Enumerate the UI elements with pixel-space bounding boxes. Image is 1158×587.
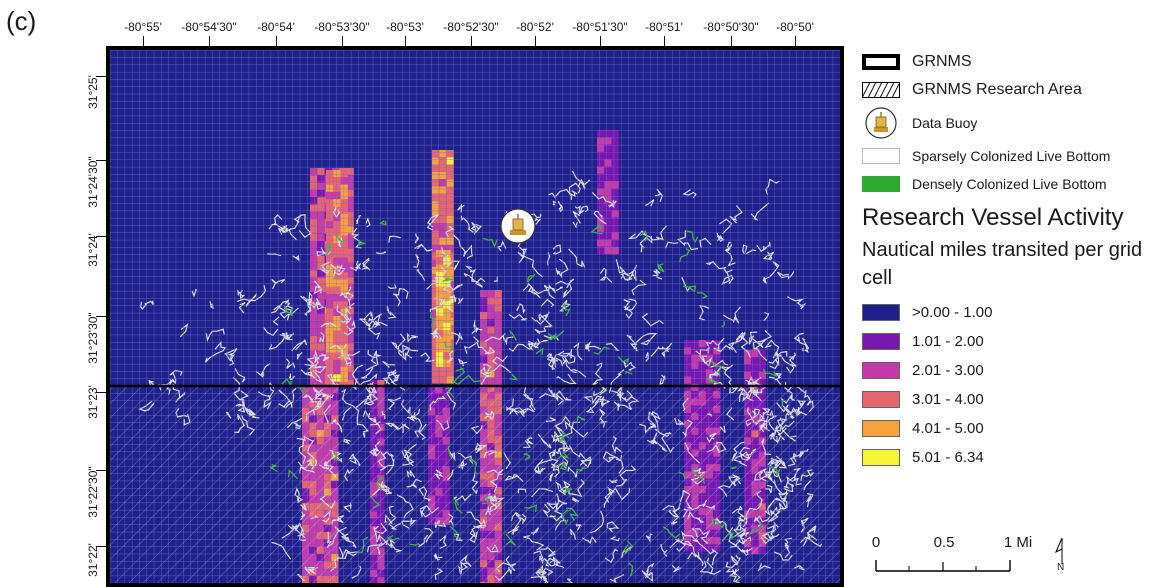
legend-item-dense-bottom: Densely Colonized Live Bottom (862, 170, 1152, 198)
latitude-tick-label: 31°22'30" (86, 466, 100, 518)
latitude-tick-label: 31°22' (86, 543, 100, 577)
class-label: 1.01 - 2.00 (912, 333, 984, 350)
tick-mark (405, 36, 406, 46)
tick-mark (664, 36, 665, 46)
white-box-icon (862, 148, 900, 164)
longitude-tick-label: -80°51' (645, 20, 683, 34)
tick-mark (209, 36, 210, 46)
latitude-tick-label: 31°23'30" (86, 312, 100, 364)
class-swatch (862, 391, 900, 408)
legend-item-data-buoy: Data Buoy (862, 104, 1152, 142)
tick-mark (795, 36, 796, 46)
hatched-area-icon (862, 82, 900, 98)
longitude-tick-label: -80°52' (516, 20, 554, 34)
class-label: >0.00 - 1.00 (912, 304, 993, 321)
panel-label: (c) (6, 6, 37, 36)
longitude-tick-label: -80°54'30" (181, 20, 237, 34)
north-arrow-icon: N (1052, 536, 1072, 580)
legend-label: Densely Colonized Live Bottom (912, 176, 1107, 192)
activity-class-row: 1.01 - 2.00 (862, 327, 1152, 356)
class-label: 2.01 - 3.00 (912, 362, 984, 379)
class-swatch (862, 362, 900, 379)
tick-mark (276, 36, 277, 46)
class-swatch (862, 333, 900, 350)
longitude-tick-label: -80°53'30" (314, 20, 370, 34)
latitude-tick-label: 31°24'30" (86, 156, 100, 208)
longitude-tick-label: -80°54' (257, 20, 295, 34)
legend-item-grnms: GRNMS (862, 48, 1152, 76)
tick-mark (143, 36, 144, 46)
latitude-tick-label: 31°25' (86, 75, 100, 109)
tick-mark (342, 36, 343, 46)
activity-class-row: 3.01 - 4.00 (862, 385, 1152, 414)
activity-class-row: 2.01 - 3.00 (862, 356, 1152, 385)
vessel-activity-map[interactable] (110, 50, 840, 583)
latitude-tick-label: 31°23' (86, 385, 100, 419)
class-label: 4.01 - 5.00 (912, 420, 984, 437)
class-label: 5.01 - 6.34 (912, 449, 984, 466)
longitude-tick-label: -80°51'30" (572, 20, 628, 34)
class-swatch (862, 449, 900, 466)
research-area-hatch (110, 386, 840, 583)
longitude-axis: -80°55' -80°54'30" -80°54' -80°53'30" -8… (0, 0, 840, 48)
class-label: 3.01 - 4.00 (912, 391, 984, 408)
tick-mark (600, 36, 601, 46)
tick-mark (96, 160, 106, 161)
legend-subtitle: Nautical miles transited per grid cell (862, 239, 1143, 289)
green-box-icon (862, 176, 900, 192)
longitude-tick-label: -80°55' (124, 20, 162, 34)
scale-bar-graphic (875, 560, 1011, 572)
tick-mark (535, 36, 536, 46)
latitude-axis: 31°25' 31°24'30" 31°24' 31°23'30" 31°23'… (0, 0, 110, 585)
tick-mark (96, 470, 106, 471)
tick-mark (731, 36, 732, 46)
grnms-outline-icon (862, 54, 900, 70)
activity-class-row: 5.01 - 6.34 (862, 443, 1152, 472)
legend-label: Data Buoy (912, 115, 978, 131)
tick-mark (96, 392, 106, 393)
tick-mark (96, 316, 106, 317)
north-label: N (1057, 562, 1065, 573)
scale-bar: 0 0.5 1 Mi (870, 534, 1050, 574)
longitude-tick-label: -80°50' (776, 20, 814, 34)
scale-label: 0 (871, 534, 881, 551)
longitude-tick-label: -80°50'30" (703, 20, 759, 34)
map-canvas[interactable] (106, 46, 844, 587)
legend-label: GRNMS Research Area (912, 81, 1082, 98)
buoy-icon (865, 107, 897, 139)
class-swatch (862, 304, 900, 321)
tick-mark (96, 236, 106, 237)
data-buoy-icon[interactable] (500, 208, 536, 244)
tick-mark (471, 36, 472, 46)
scale-label: 0.5 (933, 534, 955, 551)
class-swatch (862, 420, 900, 437)
legend-item-research-area: GRNMS Research Area (862, 76, 1152, 104)
tick-mark (96, 76, 106, 77)
activity-class-row: 4.01 - 5.00 (862, 414, 1152, 443)
legend-label: Sparsely Colonized Live Bottom (912, 148, 1111, 164)
legend-label: GRNMS (912, 53, 972, 70)
activity-class-row: >0.00 - 1.00 (862, 298, 1152, 327)
scale-label: 1 Mi (1003, 534, 1033, 551)
tick-mark (96, 546, 106, 547)
longitude-tick-label: -80°52'30" (443, 20, 499, 34)
latitude-tick-label: 31°24' (86, 233, 100, 267)
longitude-tick-label: -80°53' (386, 20, 424, 34)
legend-item-sparse-bottom: Sparsely Colonized Live Bottom (862, 142, 1152, 170)
activity-class-list: >0.00 - 1.00 1.01 - 2.00 2.01 - 3.00 3.0… (862, 298, 1152, 472)
legend-title: Research Vessel Activity (862, 204, 1124, 231)
map-legend: GRNMS GRNMS Research Area Data Buoy Spar… (862, 48, 1152, 472)
